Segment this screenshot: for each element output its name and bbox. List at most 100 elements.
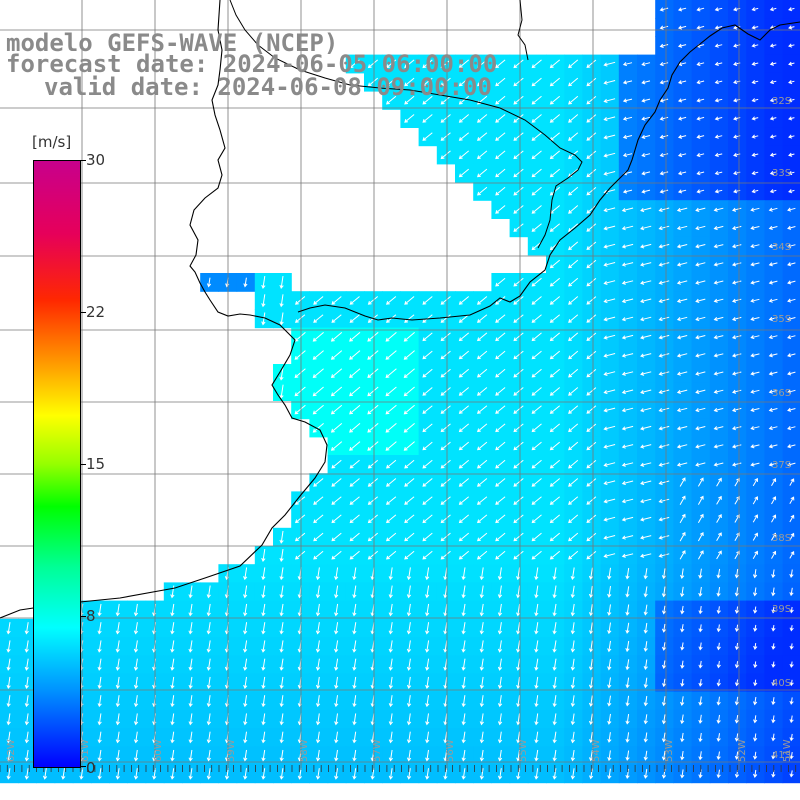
wind-arrow (385, 550, 397, 560)
wind-arrow (603, 243, 616, 249)
wind-arrow (349, 550, 360, 560)
wind-arrow (661, 605, 667, 615)
wind-arrow (313, 314, 324, 323)
wind-arrow (603, 480, 616, 486)
wind-arrow (658, 407, 670, 413)
wind-arrow (679, 550, 686, 560)
wind-arrow (698, 751, 703, 761)
wind-arrow (771, 643, 776, 650)
wind-arrow (476, 350, 488, 360)
wind-arrow (513, 77, 524, 87)
wind-arrow (170, 603, 175, 617)
wind-arrow (513, 205, 524, 214)
wind-arrow (422, 77, 433, 87)
wind-arrow (659, 7, 669, 12)
wind-arrow (570, 640, 575, 653)
wind-arrow (495, 168, 506, 178)
wind-arrow (734, 624, 740, 633)
wind-arrow (586, 259, 597, 269)
wind-arrow (787, 425, 796, 431)
wind-arrow (680, 751, 685, 761)
wind-arrow (352, 640, 357, 653)
wind-arrow (769, 116, 777, 121)
wind-arrow (461, 567, 466, 581)
wind-arrow (458, 441, 470, 451)
wind-arrow (714, 25, 723, 30)
wind-arrow (789, 606, 794, 614)
wind-arrow (513, 296, 524, 305)
wind-arrow (367, 514, 379, 524)
wind-arrow (531, 132, 542, 141)
northern-border (517, 0, 529, 61)
wind-arrow (531, 441, 542, 451)
wind-arrow (750, 335, 760, 340)
wind-arrow (367, 404, 379, 415)
wind-arrow (349, 314, 360, 323)
wind-arrow (731, 407, 742, 413)
wind-arrow (751, 61, 759, 66)
wind-arrow (549, 168, 561, 178)
wind-arrow (279, 585, 284, 599)
wind-arrow (768, 371, 778, 376)
wind-arrow (643, 732, 648, 743)
wind-arrow (713, 407, 724, 413)
wind-arrow (331, 514, 342, 524)
wind-arrow (588, 750, 594, 762)
wind-arrow (385, 441, 397, 451)
wind-arrow (349, 423, 361, 433)
wind-arrow (695, 371, 706, 376)
wind-arrow (603, 389, 616, 395)
wind-arrow (789, 478, 795, 486)
wind-arrow (367, 441, 379, 451)
wind-arrow (279, 768, 284, 780)
wind-arrow (603, 498, 616, 504)
wind-arrow (771, 733, 776, 742)
wind-arrow (787, 225, 796, 230)
wind-arrow (279, 567, 284, 581)
wind-arrow (97, 658, 102, 671)
wind-arrow (476, 441, 488, 451)
wind-arrow (713, 244, 724, 249)
wind-arrow (658, 480, 670, 485)
wind-arrow (716, 642, 721, 651)
wind-arrow (714, 171, 723, 176)
wind-arrow (750, 316, 760, 321)
wind-arrow (497, 713, 503, 726)
wind-arrow (315, 768, 321, 780)
wind-arrow (661, 732, 667, 743)
wind-arrow (731, 244, 742, 249)
wind-arrow (716, 568, 721, 579)
wind-arrow (133, 676, 139, 690)
wind-arrow (698, 732, 703, 743)
wind-arrow (6, 713, 11, 726)
wind-arrow (621, 535, 634, 540)
wind-arrow (549, 459, 561, 469)
latitude-label: 34S (772, 242, 791, 253)
wind-arrow (768, 316, 778, 321)
wind-arrow (568, 478, 579, 487)
wind-arrow (695, 444, 706, 449)
wind-arrow (313, 296, 324, 305)
wind-arrow (769, 170, 777, 176)
wind-arrow (696, 25, 705, 30)
wind-arrow (603, 171, 616, 176)
wind-arrow (385, 350, 397, 360)
wind-arrow (621, 425, 634, 431)
wind-arrow (607, 604, 612, 616)
wind-arrow (731, 353, 742, 358)
wind-arrow (188, 676, 193, 690)
wind-arrow (403, 368, 415, 378)
wind-arrow (643, 604, 648, 616)
latitude-label: 39S (772, 604, 791, 615)
wind-arrow (513, 350, 524, 360)
wind-arrow (698, 568, 703, 579)
wind-arrow (422, 532, 433, 542)
wind-arrow (133, 640, 139, 653)
wind-arrow (331, 532, 342, 542)
wind-arrow (495, 114, 506, 123)
wind-arrow (607, 768, 612, 780)
wind-arrow (716, 714, 721, 724)
wind-arrow (552, 658, 557, 671)
wind-arrow (568, 332, 579, 342)
